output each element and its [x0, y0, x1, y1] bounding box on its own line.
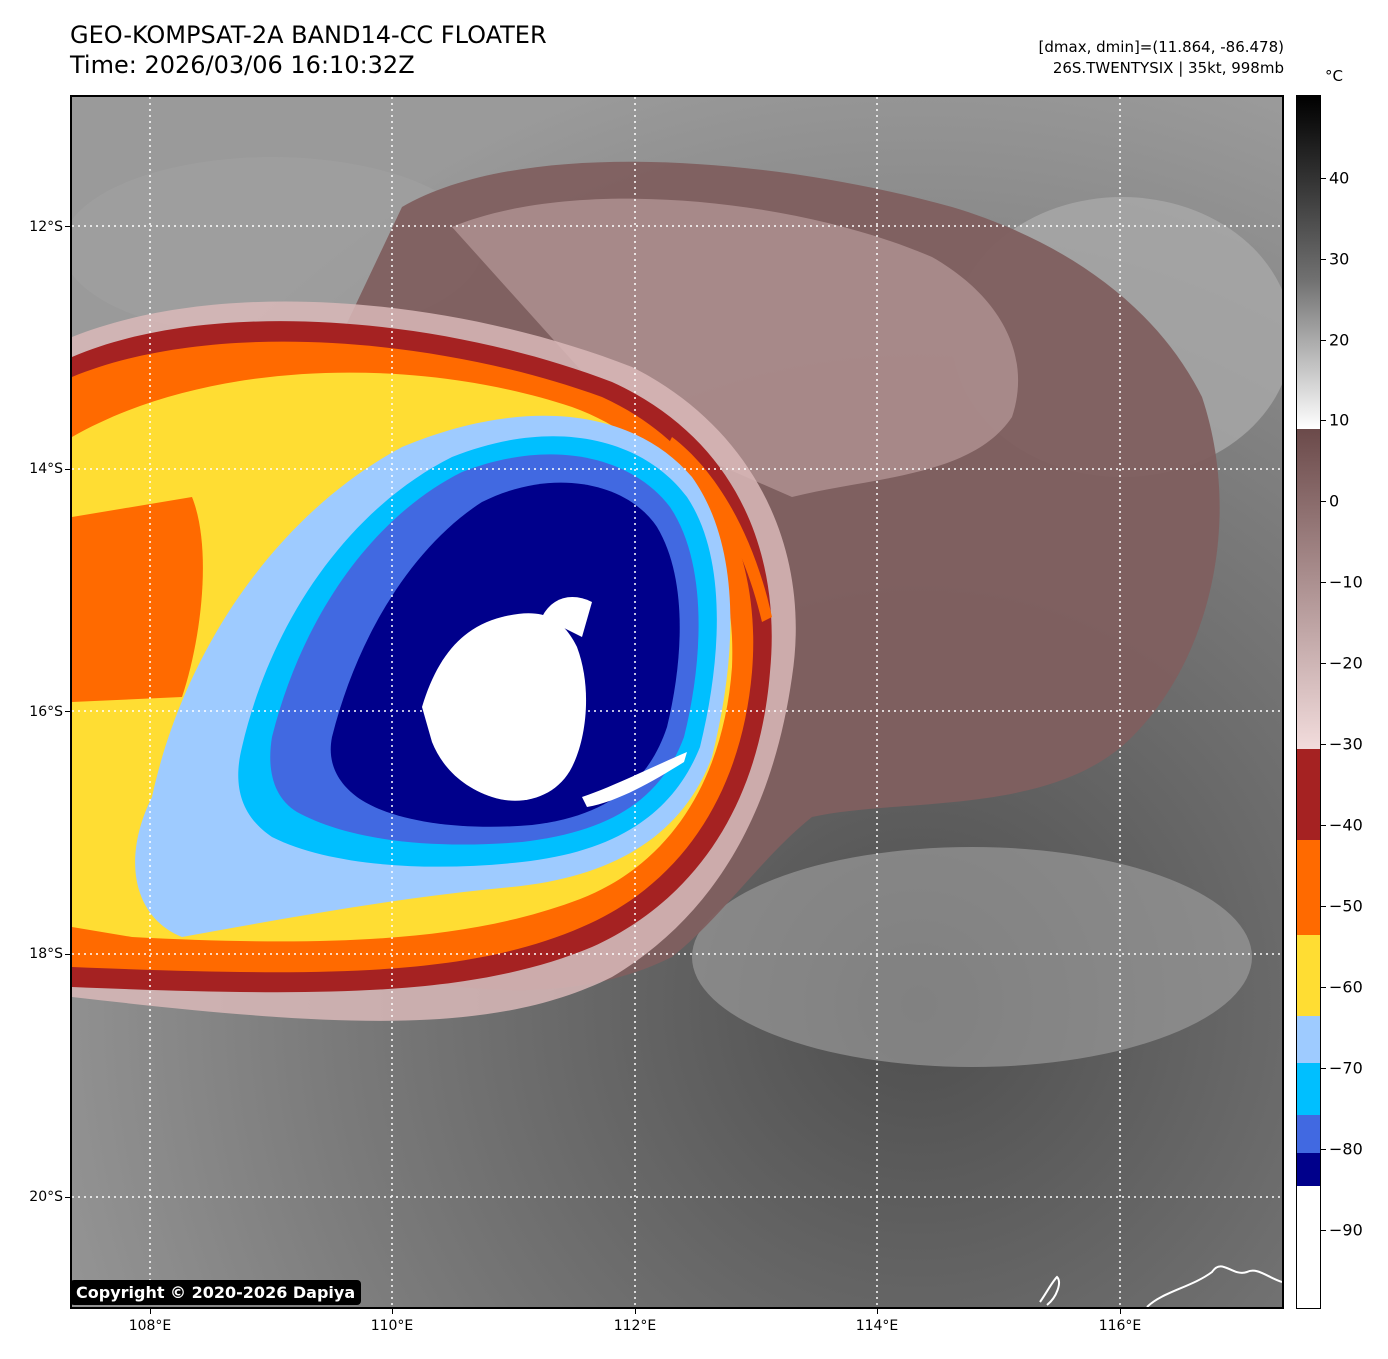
lat-label: 16°S	[29, 704, 63, 720]
colorbar-tick	[1321, 178, 1326, 179]
colorbar-segment-orange	[1297, 840, 1320, 935]
colorbar-segment-brown	[1297, 429, 1320, 749]
copyright-badge: Copyright © 2020-2026 Dapiya	[70, 1280, 362, 1305]
title-line-1: GEO-KOMPSAT-2A BAND14-CC FLOATER	[70, 21, 547, 49]
colorbar-tick	[1321, 744, 1326, 745]
colorbar-label: −90	[1329, 1220, 1363, 1240]
colorbar-segment-cyan	[1297, 1063, 1320, 1115]
lon-tick	[635, 1309, 636, 1314]
lon-label: 114°E	[855, 1318, 899, 1334]
title-line-2: Time: 2026/03/06 16:10:32Z	[70, 51, 415, 79]
range-text: [dmax, dmin]=(11.864, -86.478)	[1038, 38, 1284, 56]
lon-tick	[392, 1309, 393, 1314]
core-fragment	[542, 597, 592, 637]
colorbar-segment-navy	[1297, 1153, 1320, 1186]
colorbar-tick	[1321, 582, 1326, 583]
info-block: [dmax, dmin]=(11.864, -86.478) 26S.TWENT…	[1039, 37, 1284, 79]
colorbar-label: 0	[1329, 491, 1340, 511]
lat-tick	[65, 469, 70, 470]
coastline	[1039, 1275, 1060, 1306]
colorbar-tick	[1321, 1149, 1326, 1150]
colorbar-tick	[1321, 259, 1326, 260]
storm-text: 26S.TWENTYSIX | 35kt, 998mb	[1052, 59, 1284, 77]
colorbar-unit: °C	[1325, 67, 1343, 85]
graticule	[72, 97, 1282, 1307]
lat-label: 14°S	[29, 461, 63, 477]
lat-label: 18°S	[29, 946, 63, 962]
colorbar-tick	[1321, 420, 1326, 421]
satellite-map	[72, 97, 1282, 1307]
colorbar	[1296, 95, 1321, 1309]
lat-tick	[65, 1197, 70, 1198]
colorbar-tick	[1321, 1230, 1326, 1231]
outflow-streak	[667, 437, 772, 622]
coastline	[1146, 1265, 1282, 1307]
core-coldest	[422, 613, 587, 801]
colorbar-segment-gray	[1297, 96, 1320, 429]
colorbar-tick	[1321, 906, 1326, 907]
colorbar-label: −20	[1329, 653, 1363, 673]
light-cloud-patch	[692, 847, 1252, 1067]
colorbar-label: 30	[1329, 249, 1350, 269]
colorbar-label: −30	[1329, 734, 1363, 754]
colorbar-label: −70	[1329, 1058, 1363, 1078]
lon-tick	[1120, 1309, 1121, 1314]
band-orange-west	[72, 497, 203, 702]
colorbar-label: −10	[1329, 572, 1363, 592]
colorbar-tick	[1321, 663, 1326, 664]
core-band	[582, 752, 687, 807]
lon-label: 112°E	[613, 1318, 657, 1334]
colorbar-tick	[1321, 825, 1326, 826]
lat-label: 12°S	[29, 219, 63, 235]
colorbar-label: −50	[1329, 896, 1363, 916]
colorbar-label: 40	[1329, 168, 1350, 188]
colorbar-label: 10	[1329, 410, 1350, 430]
colorbar-segment-white	[1297, 1186, 1320, 1308]
colorbar-segment-yellow	[1297, 935, 1320, 1016]
colorbar-label: −80	[1329, 1139, 1363, 1159]
lon-label: 108°E	[128, 1318, 172, 1334]
lat-label: 20°S	[29, 1189, 63, 1205]
colorbar-label: −60	[1329, 977, 1363, 997]
chart-title: GEO-KOMPSAT-2A BAND14-CC FLOATER Time: 2…	[70, 20, 547, 80]
colorbar-label: 20	[1329, 330, 1350, 350]
colorbar-segment-royal-blue	[1297, 1115, 1320, 1153]
colorbar-label: −40	[1329, 815, 1363, 835]
colorbar-segment-light-blue	[1297, 1016, 1320, 1063]
satellite-image	[70, 95, 1284, 1309]
lat-tick	[65, 226, 70, 227]
lon-tick	[877, 1309, 878, 1314]
colorbar-tick	[1321, 1068, 1326, 1069]
colorbar-tick	[1321, 340, 1326, 341]
lon-label: 110°E	[370, 1318, 414, 1334]
colorbar-tick	[1321, 501, 1326, 502]
colorbar-tick	[1321, 987, 1326, 988]
lon-tick	[150, 1309, 151, 1314]
colorbar-ramp	[1297, 96, 1320, 1308]
lat-tick	[65, 711, 70, 712]
lat-tick	[65, 954, 70, 955]
colorbar-segment-dark-red	[1297, 749, 1320, 840]
lon-label: 116°E	[1098, 1318, 1142, 1334]
